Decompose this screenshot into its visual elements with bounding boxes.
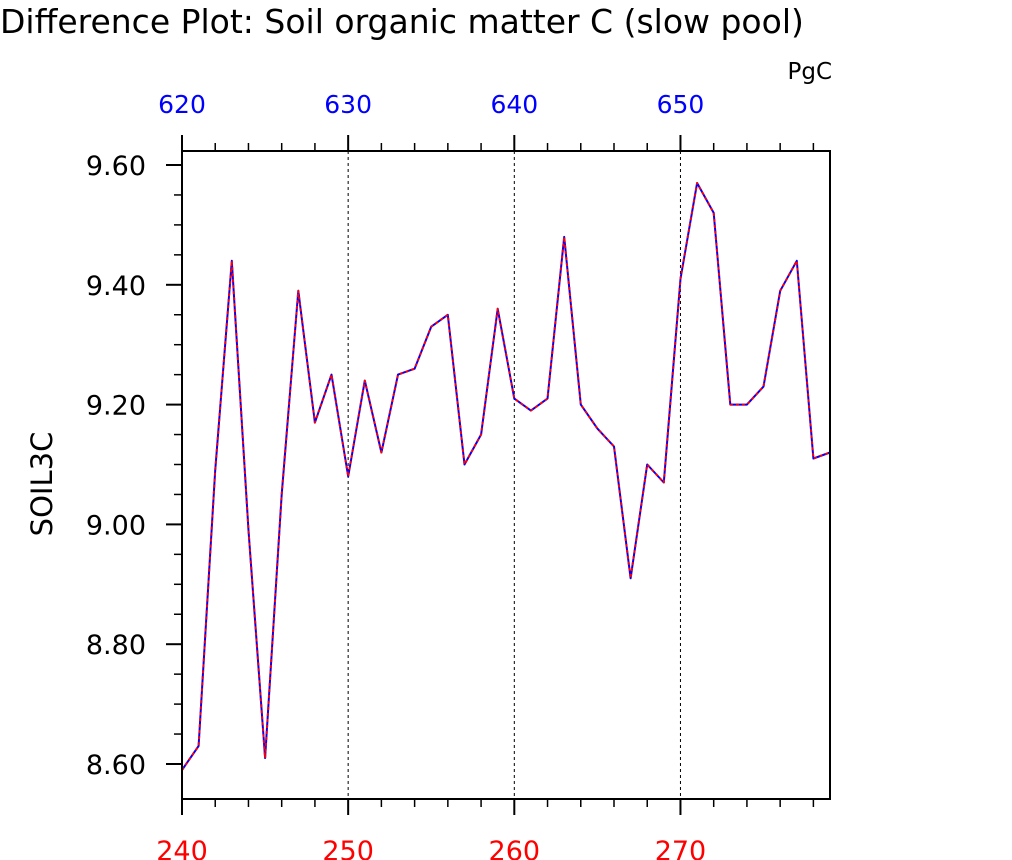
series-line-0 xyxy=(181,182,831,771)
series-line-1 xyxy=(181,182,831,771)
y-axis-label: SOIL3C xyxy=(25,432,59,537)
x-bottom-tick-label-270: 270 xyxy=(655,836,707,860)
y-tick-label-8.80: 8.80 xyxy=(86,630,146,661)
x-bottom-tick-label-250: 250 xyxy=(322,836,374,860)
y-tick-label-9.40: 9.40 xyxy=(86,271,146,302)
chart-units: PgC xyxy=(787,59,832,85)
axes: 8.60 8.80 9.00 9.20 9.40 9.60 240 250 260 270 620 6… xyxy=(86,90,815,860)
x-top-tick-label-620: 620 xyxy=(158,90,206,119)
x-top-tick-label-630: 630 xyxy=(324,90,372,119)
series-lines xyxy=(181,182,831,771)
y-tick-label-9.00: 9.00 xyxy=(86,510,146,541)
y-tick-label-9.60: 9.60 xyxy=(86,151,146,182)
x-bottom-tick-label-260: 260 xyxy=(489,836,541,860)
y-tick-label-8.60: 8.60 xyxy=(86,750,146,781)
x-top-tick-label-650: 650 xyxy=(657,90,705,119)
gridlines xyxy=(347,151,681,799)
x-bottom-tick-label-240: 240 xyxy=(156,836,208,860)
plot-frame xyxy=(181,150,831,800)
y-tick-label-9.20: 9.20 xyxy=(86,391,146,422)
x-top-tick-label-640: 640 xyxy=(490,90,538,119)
chart-title: Difference Plot: Soil organic matter C (… xyxy=(0,2,804,41)
